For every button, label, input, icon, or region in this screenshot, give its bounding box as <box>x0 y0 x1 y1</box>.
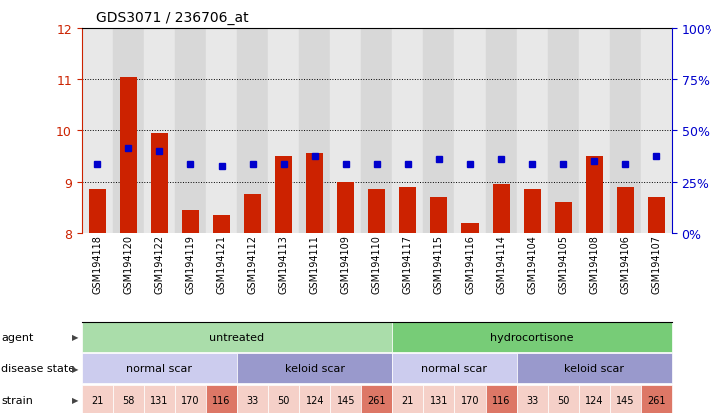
Text: ▶: ▶ <box>72 332 78 342</box>
Bar <box>182 210 199 233</box>
Text: untreated: untreated <box>210 332 264 342</box>
Text: normal scar: normal scar <box>422 363 488 373</box>
Text: 170: 170 <box>181 395 200 405</box>
Text: ▶: ▶ <box>72 364 78 373</box>
Text: 131: 131 <box>429 395 448 405</box>
Text: 50: 50 <box>557 395 570 405</box>
Text: 131: 131 <box>150 395 169 405</box>
Bar <box>113 29 144 233</box>
Bar <box>144 29 175 233</box>
Text: 124: 124 <box>306 395 324 405</box>
Text: GDS3071 / 236706_at: GDS3071 / 236706_at <box>96 11 249 25</box>
Bar <box>579 29 610 233</box>
Bar <box>237 29 268 233</box>
Text: 58: 58 <box>122 395 134 405</box>
Text: 145: 145 <box>336 395 355 405</box>
Text: agent: agent <box>1 332 34 342</box>
Bar <box>337 182 354 233</box>
Text: 21: 21 <box>91 395 104 405</box>
Text: 124: 124 <box>585 395 604 405</box>
Bar <box>430 197 447 233</box>
Text: 116: 116 <box>492 395 510 405</box>
Bar <box>616 188 634 233</box>
Bar <box>151 134 168 233</box>
Bar <box>555 203 572 233</box>
Text: 21: 21 <box>402 395 414 405</box>
Bar <box>82 29 113 233</box>
Bar <box>306 154 324 233</box>
Bar <box>175 29 206 233</box>
Bar <box>547 29 579 233</box>
Bar <box>392 29 424 233</box>
Text: strain: strain <box>1 395 33 405</box>
Bar <box>454 29 486 233</box>
Bar <box>523 190 540 233</box>
Bar <box>213 216 230 233</box>
Bar <box>361 29 392 233</box>
Bar <box>368 190 385 233</box>
Text: hydrocortisone: hydrocortisone <box>491 332 574 342</box>
Bar <box>461 223 479 233</box>
Text: 33: 33 <box>247 395 259 405</box>
Bar <box>120 78 137 233</box>
Text: 33: 33 <box>526 395 538 405</box>
Text: 261: 261 <box>647 395 665 405</box>
Bar <box>400 188 417 233</box>
Text: disease state: disease state <box>1 363 75 373</box>
Text: 116: 116 <box>213 395 231 405</box>
Text: 145: 145 <box>616 395 634 405</box>
Bar <box>330 29 361 233</box>
Bar <box>275 157 292 233</box>
Bar <box>89 190 106 233</box>
Text: normal scar: normal scar <box>127 363 193 373</box>
Bar <box>610 29 641 233</box>
Bar <box>641 29 672 233</box>
Bar <box>206 29 237 233</box>
Text: keloid scar: keloid scar <box>284 363 345 373</box>
Bar <box>424 29 454 233</box>
Text: 50: 50 <box>277 395 290 405</box>
Text: 261: 261 <box>368 395 386 405</box>
Text: 170: 170 <box>461 395 479 405</box>
Text: keloid scar: keloid scar <box>565 363 624 373</box>
Bar <box>586 157 603 233</box>
Text: ▶: ▶ <box>72 395 78 404</box>
Bar <box>244 195 261 233</box>
Bar <box>493 185 510 233</box>
Bar <box>268 29 299 233</box>
Bar <box>648 197 665 233</box>
Bar <box>517 29 547 233</box>
Bar <box>299 29 330 233</box>
Bar <box>486 29 517 233</box>
